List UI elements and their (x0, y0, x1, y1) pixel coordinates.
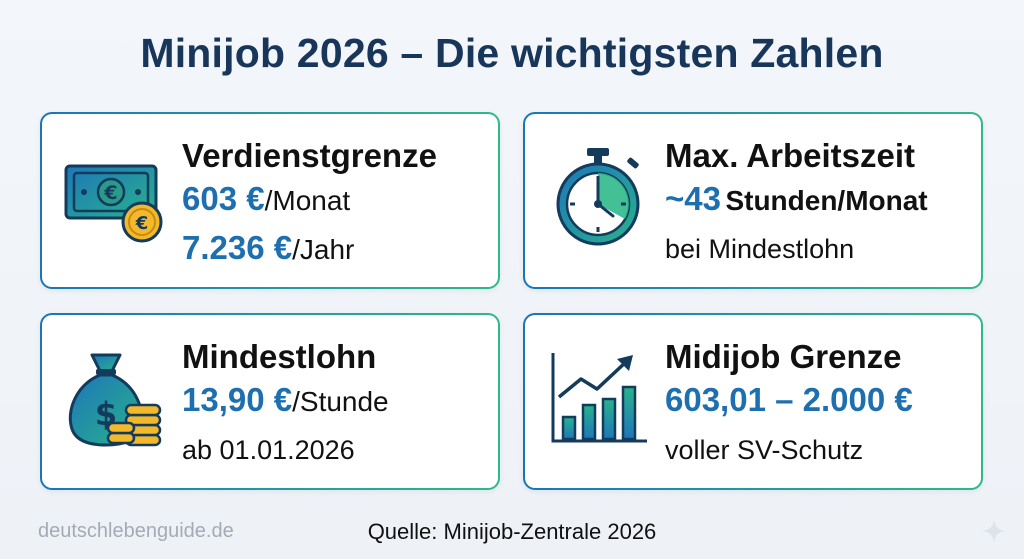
card-mindestlohn: $ Mindestlohn 13,90 €/Stunde ab 01.01.20… (40, 313, 500, 490)
hours-value: ~43 (665, 180, 721, 217)
hours-note: bei Mindestlohn (665, 234, 855, 264)
wage-value: 13,90 € (182, 381, 293, 418)
card-title: Max. Arbeitszeit (665, 137, 916, 174)
yearly-limit-value: 7.236 € (182, 229, 293, 266)
card-title: Mindestlohn (182, 338, 377, 375)
hours-unit: Stunden/Monat (725, 185, 928, 216)
watermark: deutschlebenguide.de (38, 520, 234, 542)
svg-text:€: € (135, 213, 149, 234)
wage-effective-date: ab 01.01.2026 (182, 435, 355, 465)
midijob-range-value: 603,01 – 2.000 € (665, 381, 913, 418)
stopwatch-icon (556, 148, 640, 246)
card-verdienstgrenze: € € Verdienstgrenze 603 €/Monat 7.236 €/… (40, 112, 500, 289)
money-banknote-coin-icon: € € (64, 164, 163, 243)
page-title: Minijob 2026 – Die wichtigsten Zahlen (140, 30, 884, 76)
yearly-limit-unit: /Jahr (292, 234, 355, 265)
growth-chart-icon (551, 353, 647, 443)
sparkle-icon (982, 519, 1006, 543)
card-title: Midijob Grenze (665, 338, 902, 375)
card-title: Verdienstgrenze (182, 137, 437, 174)
source-note: Quelle: Minijob-Zentrale 2026 (367, 519, 657, 544)
card-midijob-grenze: Midijob Grenze 603,01 – 2.000 € voller S… (523, 313, 983, 490)
money-bag-coins-icon: $ (68, 353, 162, 447)
midijob-note: voller SV-Schutz (665, 435, 864, 465)
monthly-limit-value: 603 € (182, 180, 265, 217)
card-max-arbeitszeit: Max. Arbeitszeit ~43 Stunden/Monat bei M… (523, 112, 983, 289)
wage-unit: /Stunde (292, 386, 389, 417)
monthly-limit-unit: /Monat (264, 185, 351, 216)
svg-text:€: € (103, 182, 117, 204)
